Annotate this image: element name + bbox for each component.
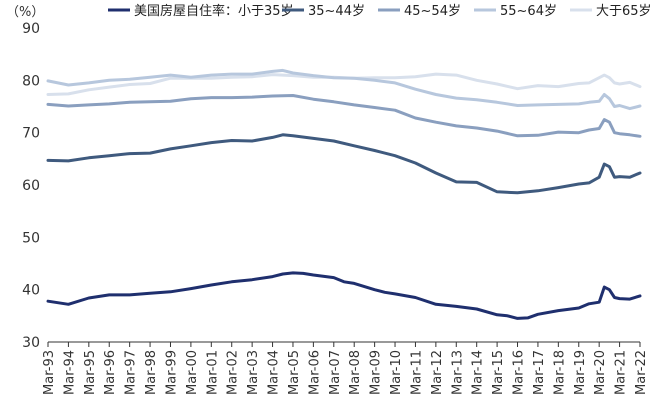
x-tick-label: Mar-16 [512, 350, 527, 395]
x-tick-label: Mar-18 [552, 350, 567, 395]
y-tick-label: 30 [22, 335, 40, 351]
x-tick-label: Mar-20 [593, 350, 608, 395]
x-tick-label: Mar-17 [532, 350, 547, 395]
x-tick-label: Mar-09 [369, 350, 384, 395]
legend: 美国房屋自住率：小于35岁 35~44岁 45~54岁 55~64岁 大于65岁 [108, 3, 652, 19]
x-tick-label: Mar-93 [42, 350, 57, 395]
legend-label: 美国房屋自住率：小于35岁 [134, 3, 294, 19]
x-tick-label: Mar-96 [103, 350, 118, 395]
y-axis: 30 40 50 60 70 80 90 [22, 21, 40, 351]
x-tick-label: Mar-04 [267, 350, 282, 395]
x-tick-label: Mar-05 [287, 350, 302, 395]
x-tick-label: Mar-06 [307, 350, 322, 395]
series-line-4 [46, 68, 642, 111]
x-tick-label: Mar-22 [634, 350, 649, 395]
x-tick-label: Mar-14 [471, 350, 486, 395]
y-tick-label: 80 [22, 73, 40, 89]
x-tick-label: Mar-01 [205, 350, 220, 395]
x-tick-label: Mar-08 [348, 350, 363, 395]
series-group [46, 68, 642, 320]
x-tick-label: Mar-15 [491, 350, 506, 395]
y-tick-label: 70 [22, 126, 40, 142]
y-tick-label: 40 [22, 283, 40, 299]
x-tick-label: Mar-19 [573, 350, 588, 395]
x-tick-label: Mar-98 [144, 350, 159, 395]
x-tick-label: Mar-21 [614, 350, 629, 395]
series-line-3 [46, 94, 642, 138]
x-tick-label: Mar-99 [164, 350, 179, 395]
x-tick-label: Mar-11 [409, 350, 424, 395]
series-line-2 [46, 133, 642, 195]
x-tick-label: Mar-03 [246, 350, 261, 395]
legend-label: 45~54岁 [404, 4, 461, 19]
x-tick-label: Mar-10 [389, 350, 404, 395]
y-tick-label: 60 [22, 178, 40, 194]
y-tick-label: 50 [22, 230, 40, 246]
x-tick-label: Mar-97 [124, 350, 139, 395]
x-tick-label: Mar-02 [226, 350, 241, 395]
x-tick-label: Mar-13 [450, 350, 465, 395]
legend-label: 55~64岁 [500, 4, 557, 19]
legend-label: 35~44岁 [308, 4, 365, 19]
x-tick-label: Mar-12 [430, 350, 445, 395]
x-tick-label: Mar-94 [62, 350, 77, 395]
x-tick-label: Mar-07 [328, 350, 343, 395]
x-axis: Mar-93 Mar-94 Mar-95 Mar-96 Mar-97 Mar-98 Mar-… [42, 341, 649, 395]
series-line-5 [46, 72, 642, 96]
x-tick-label: Mar-00 [185, 350, 200, 395]
series-line-1 [46, 271, 642, 320]
y-tick-label: 90 [22, 21, 40, 37]
y-axis-unit-label: （%） [6, 5, 44, 20]
x-tick-label: Mar-95 [83, 350, 98, 395]
legend-label: 大于65岁 [596, 4, 652, 19]
